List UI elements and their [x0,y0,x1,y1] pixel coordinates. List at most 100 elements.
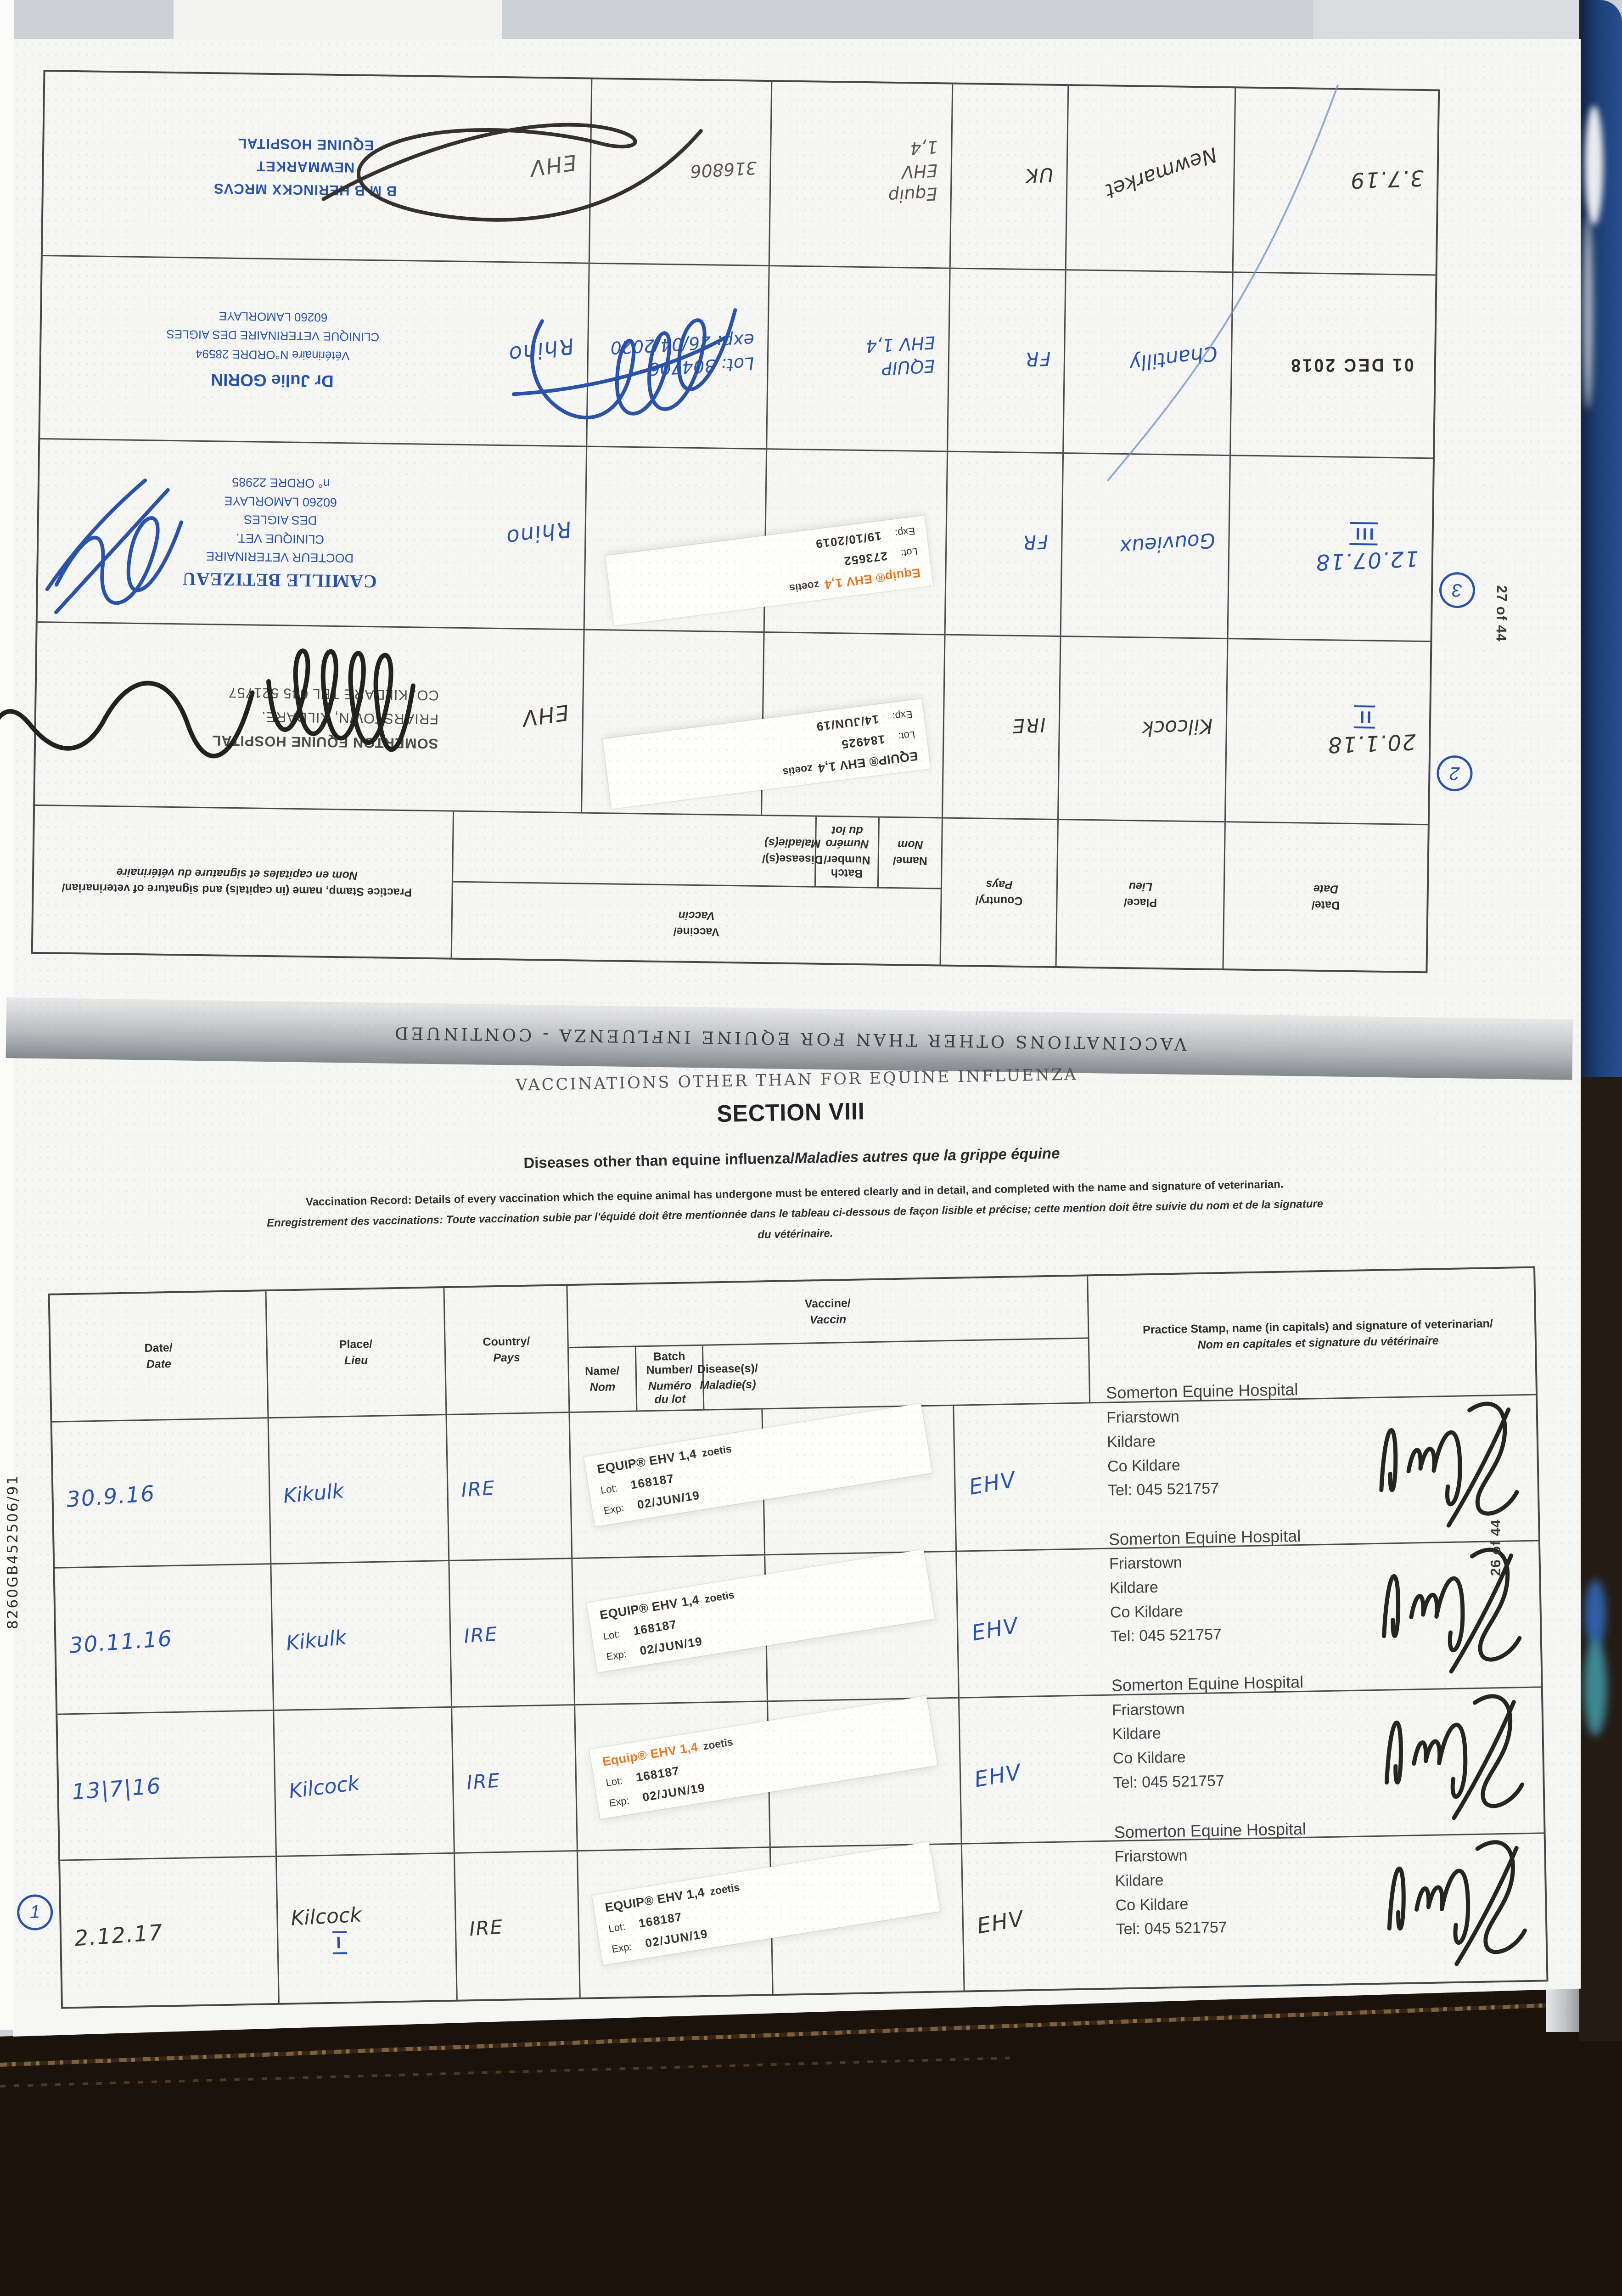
signature [1379,1401,1519,1528]
place-cell: Kilcock [274,1707,455,1856]
place-cell: Kilcock I [276,1853,458,2003]
country-value: UK [1024,163,1054,187]
vaccine-name-cell: EQUIP EHV 1,4 [765,266,949,451]
vaccination-table-p26: Date/Date Place/Lieu Country/Pays Vaccine/V… [17,1266,1549,2009]
sticker-lot-value: 168187 [632,1617,678,1638]
sticker-lot-label: Lot: [607,1920,626,1935]
date-cell: 3 12.07.18 III [1227,456,1476,641]
sticker-lot-value: 168187 [634,1763,680,1784]
table-header-row: Date/Date Place/Lieu Country/Pays Vaccine/V… [33,804,1428,972]
sticker-exp-value: 19/10/2019 [814,529,882,551]
date-cell: 3.7.19 [1232,88,1438,275]
date-value: 30.11.16 [68,1626,174,1659]
place-cell: Kikulk [271,1561,452,1710]
date-cell: 30.11.16 [55,1564,275,1714]
roman-numeral: III [1349,522,1378,546]
margin-badge: 3 [1439,572,1476,608]
disease-cell: EHV [962,1842,1101,1991]
section-title: SECTION VIII [716,1098,865,1128]
practice-stamp-cell: SOMERTON EQUINE HOSPITAL FRIARSTOWN, KILD… [0,623,455,810]
place-value: Kilcock [290,1903,362,1931]
disease-value: EHV [520,699,571,732]
place-cell: Chantilly [1062,270,1232,455]
book-cover-dark [1579,1077,1622,2041]
vaccination-table-p27: Date/Date Place/Lieu Country/Pays Vaccine/V… [0,70,1476,974]
date-cell: 13|7|16 [57,1711,277,1860]
disease-cell: EHV [960,1696,1099,1843]
column-header: Date/Date [50,1291,269,1421]
column-header: Practice Stamp, name (in capitals) and s… [62,866,412,899]
place-cell: Kikulk [269,1415,449,1564]
sticker-lot-value: 168187 [629,1471,675,1492]
column-header: Place/Lieu [266,1288,447,1418]
disease-cell: EHV [453,629,584,812]
note-fr-tail: du vétérinaire. [758,1227,833,1241]
vaccine-name-cell: Equip EHV 1,4 [768,82,952,268]
sticker-lot-label: Lot: [602,1628,621,1643]
page-number-26: 26 of 44 [1487,1519,1504,1576]
cover-paint-mark [1584,1639,1607,1736]
signature [1382,1548,1522,1674]
place-value: Kilcock [1141,714,1213,741]
date-cell: 2 20.1.18 II [1224,639,1473,824]
disease-cell: EHV [957,1549,1096,1697]
place-value: Chantilly [1128,341,1219,376]
disease-value: EHV [967,1467,1018,1500]
country-cell: IRE [449,1559,576,1706]
vaccine-group-label: Vaccine/Vaccin [567,1276,1089,1349]
country-value: FR [1021,530,1049,554]
sticker-lot-label: Lot: [599,1482,618,1497]
column-header: Disease(s)/Maladie(s) [762,836,823,867]
disease-value: EHV [970,1613,1021,1647]
roman-numeral: II [1353,705,1375,729]
place-value: Kikulk [285,1626,348,1656]
table-row: 30.11.16 Kikulk IRE EHV EQUIP® EHV 1,4 zoetis… [55,1526,1541,1715]
vaccine-group-label: Vaccine/Vaccin [452,881,941,965]
page-26-content: SECTION VIII Diseases other than equine … [10,1058,1588,2042]
date-value: 13|7|16 [71,1773,163,1805]
date-cell: 30.9.16 [52,1418,272,1567]
column-header: Date/Date [1222,822,1428,972]
place-value: Gouvieux [1119,528,1216,559]
practice-stamp: Dr Julie GORIN Vétérinaire N°ORDRE 28594 C… [41,304,444,396]
date-value: 30.9.16 [66,1481,156,1513]
margin-badge: 1 [17,1894,53,1931]
table-row: 1 2.12.17 Kilcock I IRE EHV EQUIP® EHV 1,4 zoet… [17,1819,1546,2007]
practice-stamp-cell: Somerton Equine Hospital Friarstown Kildar… [1091,1380,1538,1548]
place-value: Newmarket [1102,142,1220,203]
document-number-vertical: 8260GB452506/91 [5,1474,21,1629]
signature [512,308,737,420]
table-row: 2 20.1.18 II Kilcock IRE EHV EQUIP® EHV 1,4zoe… [0,621,1473,824]
cover-scuff [1585,106,1603,225]
date-cell: 1 2.12.17 [17,1857,280,2007]
practice-stamp-cell: Somerton Equine Hospital Friarstown Kildar… [1099,1819,1546,1988]
place-cell: Newmarket [1065,86,1235,272]
practice-stamp-cell: Somerton Equine Hospital Friarstown Kildar… [1096,1672,1543,1840]
signature [45,478,183,614]
sticker-exp-label: Exp: [608,1794,630,1809]
section-note: Vaccination Record: Details of every vac… [99,1171,1491,1257]
place-value: Kikulk [282,1479,345,1508]
stamp-line: Dr Julie GORIN [211,370,334,391]
subtitle-en: Diseases other than equine influenza/ [523,1149,795,1171]
sticker-exp-value: 02/JUN/19 [639,1634,703,1658]
sticker-exp-value: 02/JUN/19 [644,1926,709,1951]
sticker-lot-value: 168187 [637,1910,683,1930]
table-row: 01 DEC 2018 Chantilly FR EQUIP EHV 1,4 Lot: 3… [40,254,1436,458]
page-27-upside-down: VACCINATIONS OTHER THAN FOR EQUINE INFLU… [0,27,1586,1080]
table-row: 30.9.16 Kikulk IRE EHV EQUIP® EHV 1,4 zoetis L… [52,1380,1538,1569]
date-value: 20.1.18 [1326,729,1417,758]
sticker-exp-label: Exp: [605,1648,627,1663]
column-header: Disease(s)/Maladie(s) [697,1362,758,1392]
column-header: Batch Number/Numéro du lot [636,1345,705,1411]
roman-numeral: I [332,1931,347,1955]
country-value: IRE [466,1769,501,1794]
sticker-exp-label: Exp: [894,525,916,540]
cover-paint-mark [1585,1580,1606,1649]
sticker-exp-value: 02/JUN/19 [641,1780,706,1804]
sticker-exp-value: 02/JUN/19 [636,1488,701,1512]
margin-badge: 2 [1436,755,1473,792]
cover-scuff [1583,216,1593,409]
country-cell: FR [947,269,1065,452]
